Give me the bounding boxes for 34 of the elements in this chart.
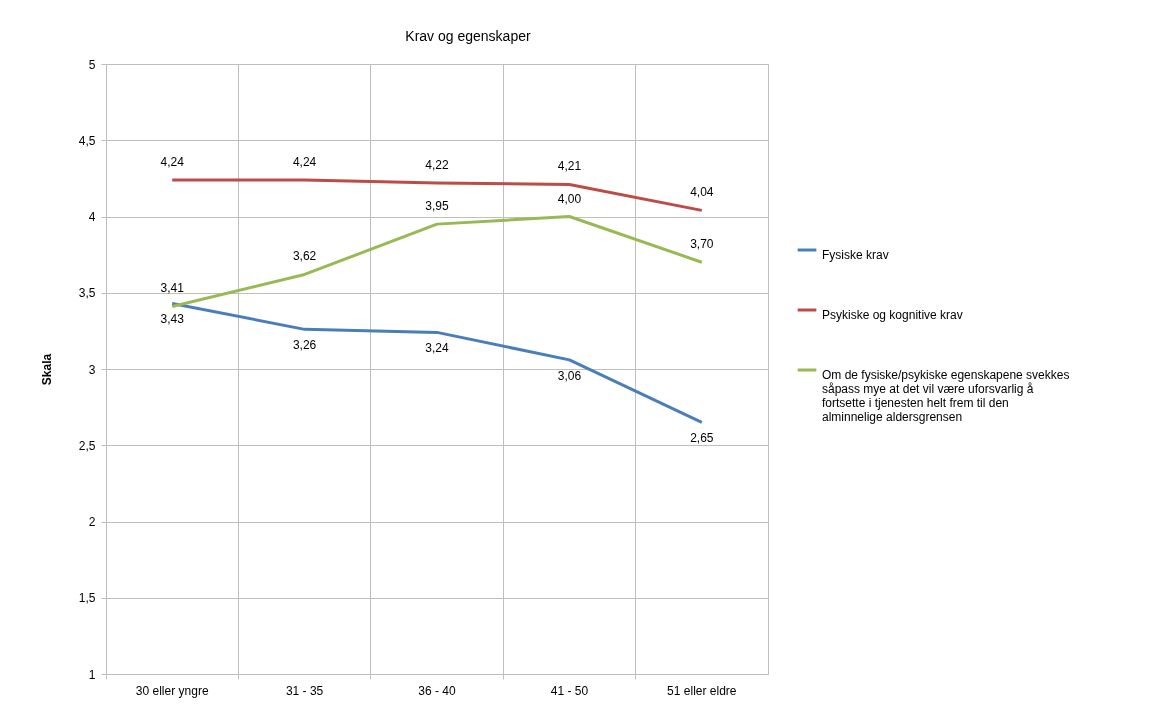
y-tick-label: 4,5: [78, 133, 96, 148]
data-label: 3,26: [292, 338, 317, 353]
x-tick-label: 30 eller yngre: [135, 683, 209, 698]
data-label: 4,00: [557, 191, 582, 206]
y-tick-label: 1: [88, 667, 96, 682]
data-label: 4,24: [160, 154, 185, 169]
y-tick-label: 4: [88, 210, 96, 224]
legend-label: Fysiske krav: [822, 248, 889, 262]
data-label: 4,22: [425, 157, 449, 172]
y-tick-label: 2: [88, 515, 96, 529]
x-tick-label: 36 - 40: [418, 683, 457, 698]
data-label: 3,62: [292, 249, 317, 264]
y-tick-label: 2,5: [78, 438, 96, 453]
x-tick-label: 31 - 35: [285, 683, 324, 698]
legend-label: Om de fysiske/psykiske egenskapene svekkes såpass mye at det vil være uforsvarlig å fortsette i tjenesten helt frem til den alminnelige aldersgrensen: [822, 368, 1070, 424]
data-label: 3,70: [690, 237, 714, 252]
data-label: 4,21: [557, 159, 582, 174]
data-label: 4,24: [292, 154, 317, 169]
legend-label: Psykiske og kognitive krav: [822, 308, 963, 322]
y-tick-label: 1,5: [78, 591, 96, 606]
y-tick-label: 5: [88, 57, 96, 72]
chart-title: Krav og egenskaper: [405, 28, 531, 44]
y-tick-label: 3,5: [78, 286, 96, 301]
data-label: 3,06: [557, 368, 582, 383]
x-tick-label: 51 eller eldre: [667, 683, 737, 698]
data-label: 3,24: [425, 341, 449, 356]
x-tick-label: 41 - 50: [550, 683, 589, 698]
data-label: 2,65: [690, 431, 714, 446]
data-label: 4,04: [690, 185, 714, 200]
data-label: 3,41: [160, 281, 185, 296]
data-label: 3,43: [160, 312, 185, 327]
y-axis-title: Skala: [39, 353, 54, 386]
y-tick-label: 3: [88, 362, 96, 377]
data-label: 3,95: [425, 199, 449, 214]
